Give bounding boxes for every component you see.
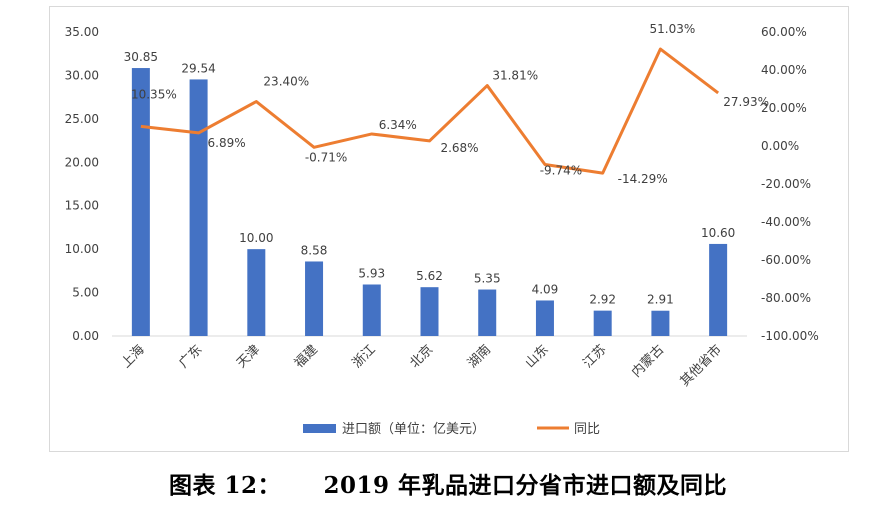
left-tick-label: 20.00 bbox=[65, 155, 99, 169]
right-tick-label: 20.00% bbox=[761, 101, 807, 115]
left-tick-label: 5.00 bbox=[72, 286, 99, 300]
line-value-label: 10.35% bbox=[131, 87, 177, 101]
line-data-labels: 10.35% 6.89% 23.40% -0.71% 6.34% 2.68% 31.81% -… bbox=[131, 22, 769, 186]
right-tick-label: -40.00% bbox=[761, 215, 811, 229]
bar bbox=[247, 249, 266, 336]
left-tick-label: 10.00 bbox=[65, 242, 99, 256]
bar-series bbox=[131, 68, 728, 336]
chart-frame: 0.00 5.00 10.00 15.00 20.00 25.00 30.00 35.00 -… bbox=[49, 6, 849, 452]
right-tick-label: 60.00% bbox=[761, 25, 807, 39]
category-label: 山东 bbox=[523, 342, 552, 371]
bar-value-label: 5.93 bbox=[358, 266, 385, 280]
right-tick-label: -100.00% bbox=[761, 329, 819, 343]
bar bbox=[189, 79, 208, 336]
bar bbox=[709, 243, 728, 336]
category-label: 内蒙古 bbox=[628, 342, 667, 381]
bar-value-label: 10.00 bbox=[239, 231, 273, 245]
line-value-label: 27.93% bbox=[723, 95, 769, 109]
line-series bbox=[140, 47, 720, 175]
left-tick-label: 35.00 bbox=[65, 25, 99, 39]
right-axis-ticks: -100.00% -80.00% -60.00% -40.00% -20.00% 0.00… bbox=[761, 25, 819, 343]
category-label: 江苏 bbox=[580, 342, 610, 372]
category-label: 湖南 bbox=[464, 342, 494, 372]
left-tick-label: 0.00 bbox=[72, 329, 99, 343]
bar bbox=[362, 284, 381, 336]
bar-value-label: 5.62 bbox=[416, 269, 443, 283]
legend-label-line: 同比 bbox=[574, 422, 600, 437]
bar-value-label: 5.35 bbox=[474, 272, 501, 286]
bar-value-label: 29.54 bbox=[181, 61, 215, 75]
bar bbox=[305, 261, 324, 336]
category-label: 广东 bbox=[176, 342, 205, 371]
category-label: 浙江 bbox=[350, 342, 379, 371]
right-tick-label: -20.00% bbox=[761, 177, 811, 191]
line-value-label: 51.03% bbox=[650, 22, 696, 36]
yoy-line bbox=[140, 47, 720, 175]
figure-caption: 图表 12： 2019 年乳品进口分省市进口额及同比 bbox=[168, 472, 728, 499]
legend-swatch-bar bbox=[303, 424, 336, 433]
category-label: 福建 bbox=[292, 342, 321, 371]
line-value-label: 6.89% bbox=[208, 136, 246, 150]
line-value-label: -0.71% bbox=[305, 150, 347, 164]
bar-value-label: 30.85 bbox=[124, 50, 158, 64]
bar bbox=[420, 287, 439, 336]
category-labels: 上海 广东 天津 福建 浙江 北京 湖南 山东 江苏 内蒙古 其他省市 bbox=[119, 342, 725, 390]
category-label: 上海 bbox=[119, 342, 148, 371]
bar-value-label: 4.09 bbox=[532, 282, 559, 296]
bar-data-labels: 30.85 29.54 10.00 8.58 5.93 5.62 5.35 4.09 2.92 2… bbox=[124, 50, 736, 307]
bar-value-label: 10.60 bbox=[701, 226, 735, 240]
line-value-label: 31.81% bbox=[492, 69, 538, 83]
bar bbox=[535, 300, 554, 336]
left-tick-label: 30.00 bbox=[65, 68, 99, 82]
bar bbox=[131, 68, 150, 336]
right-tick-label: -80.00% bbox=[761, 291, 811, 305]
category-label: 北京 bbox=[407, 342, 436, 371]
bar-value-label: 8.58 bbox=[301, 243, 328, 257]
left-tick-label: 15.00 bbox=[65, 199, 99, 213]
category-label: 其他省市 bbox=[677, 342, 725, 390]
bar bbox=[478, 289, 497, 336]
bar bbox=[593, 310, 612, 336]
legend-label-bar: 进口额（单位：亿美元） bbox=[342, 422, 485, 437]
legend: 进口额（单位：亿美元） 同比 bbox=[303, 422, 600, 437]
line-value-label: 6.34% bbox=[379, 118, 417, 132]
line-value-label: 2.68% bbox=[440, 141, 478, 155]
combo-chart: 0.00 5.00 10.00 15.00 20.00 25.00 30.00 35.00 -… bbox=[65, 22, 819, 437]
line-value-label: -9.74% bbox=[540, 164, 582, 178]
bar-value-label: 2.91 bbox=[647, 293, 674, 307]
right-tick-label: -60.00% bbox=[761, 253, 811, 267]
left-axis-ticks: 0.00 5.00 10.00 15.00 20.00 25.00 30.00 35.00 bbox=[65, 25, 99, 343]
line-value-label: -14.29% bbox=[618, 172, 668, 186]
bar-value-label: 2.92 bbox=[589, 293, 616, 307]
category-label: 天津 bbox=[234, 342, 263, 371]
line-value-label: 23.40% bbox=[263, 75, 309, 89]
right-tick-label: 40.00% bbox=[761, 63, 807, 77]
right-tick-label: 0.00% bbox=[761, 139, 799, 153]
left-tick-label: 25.00 bbox=[65, 112, 99, 126]
bar bbox=[651, 310, 670, 336]
